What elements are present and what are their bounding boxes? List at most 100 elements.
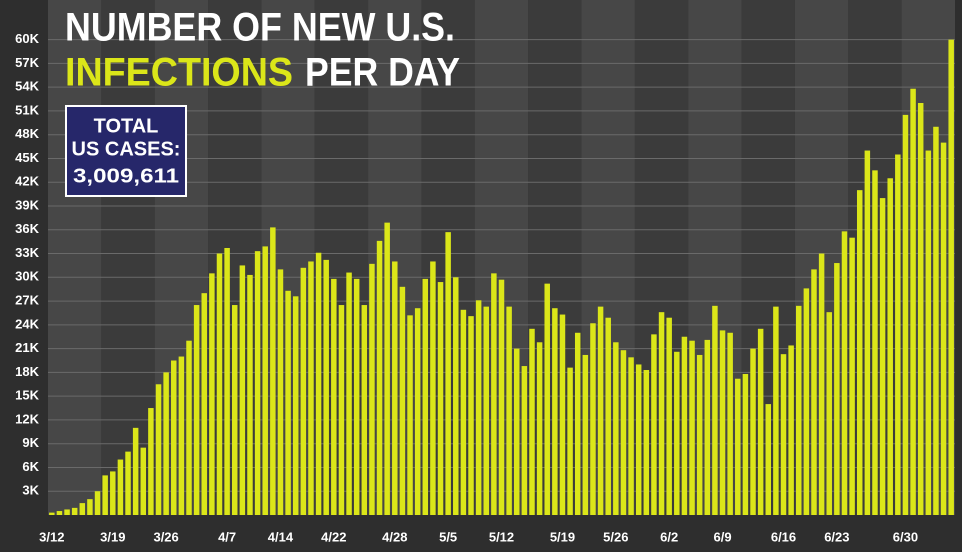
bar	[437, 282, 444, 515]
bar	[87, 499, 93, 515]
bar	[331, 278, 337, 515]
bar	[262, 246, 268, 515]
x-tick-label: 3/26	[153, 529, 178, 544]
bars	[49, 39, 954, 516]
x-tick-label: 6/23	[824, 529, 849, 544]
bar	[864, 150, 871, 516]
y-tick-label: 42K	[15, 174, 39, 189]
y-tick-label: 3K	[22, 483, 39, 498]
y-tick-label: 39K	[15, 197, 39, 212]
bar	[529, 328, 535, 515]
bar	[338, 305, 345, 515]
bar	[247, 274, 253, 515]
bar	[110, 471, 116, 515]
y-tick-label: 33K	[15, 245, 39, 260]
bar	[186, 340, 192, 515]
bar	[544, 283, 550, 515]
bar	[651, 334, 657, 515]
bar	[285, 290, 291, 515]
labels: 3K 6K 9K 12K 15K 18K 21K 24K 27K 30K 33K 36K 39K 42K 4…	[15, 31, 918, 544]
stripe	[48, 0, 102, 515]
bar	[460, 309, 467, 515]
bar	[407, 315, 413, 515]
bar	[521, 366, 528, 515]
bar	[917, 103, 924, 515]
bar	[453, 277, 459, 515]
bar	[773, 306, 779, 515]
bar	[201, 293, 207, 515]
bar	[658, 312, 665, 515]
bar	[231, 305, 238, 515]
bar	[780, 354, 787, 515]
title-line: NUMBER OF NEW U.S.	[65, 6, 455, 50]
bar	[620, 350, 627, 515]
x-tick-label: 5/12	[489, 529, 514, 544]
bar	[171, 360, 177, 515]
y-tick-label: 57K	[15, 55, 39, 70]
bar	[506, 306, 512, 515]
y-tick-label: 60K	[15, 31, 39, 46]
bar	[704, 339, 711, 515]
bar	[735, 378, 741, 515]
x-tick-label: 3/12	[39, 529, 64, 544]
bar	[849, 237, 855, 515]
bar	[574, 332, 581, 515]
y-tick-label: 12K	[15, 411, 39, 426]
y-tick-label: 36K	[15, 221, 39, 236]
bar	[468, 316, 474, 515]
bar	[224, 247, 230, 515]
x-tick-label: 4/14	[268, 529, 294, 544]
x-tick-label: 5/26	[603, 529, 628, 544]
y-tick-label: 9K	[22, 435, 39, 450]
x-tick-label: 5/19	[550, 529, 575, 544]
x-tick-label: 3/19	[100, 529, 125, 544]
bar	[948, 39, 954, 515]
bar	[681, 336, 688, 515]
bar	[582, 354, 589, 515]
bar	[872, 170, 878, 515]
bar	[254, 251, 261, 515]
bar	[643, 370, 650, 515]
y-tick-label: 18K	[15, 364, 39, 379]
bar	[102, 475, 108, 515]
bar	[628, 357, 634, 515]
x-tick-label: 6/9	[713, 529, 731, 544]
bar	[750, 348, 756, 515]
bar	[940, 142, 947, 515]
bar	[811, 269, 817, 515]
bar	[71, 507, 78, 515]
bar	[635, 364, 642, 515]
y-tick-label: 21K	[15, 340, 39, 355]
bar	[933, 126, 939, 516]
bar	[483, 306, 490, 515]
total-box-frame	[65, 105, 187, 197]
x-tick-label: 4/7	[218, 529, 236, 544]
y-tick-label: 6K	[22, 459, 39, 474]
bar	[323, 259, 329, 515]
bar	[148, 408, 154, 515]
title-highlight: INFECTIONS	[65, 51, 293, 95]
title-line: PER DAY	[305, 51, 460, 95]
bar	[567, 367, 573, 515]
bar	[64, 509, 70, 515]
bar	[239, 265, 246, 515]
bar	[696, 354, 703, 515]
bar	[498, 279, 505, 515]
x-tick-label: 4/22	[321, 529, 346, 544]
bar	[788, 345, 794, 515]
bar	[613, 342, 619, 515]
bar	[887, 178, 893, 515]
x-tick-label: 5/5	[439, 529, 457, 544]
bar	[841, 231, 848, 515]
bar	[414, 308, 421, 515]
bar	[292, 296, 299, 515]
bar	[605, 317, 611, 515]
bar	[384, 222, 390, 515]
total-box: TOTAL US CASES: 3,009,611	[65, 105, 187, 197]
bar	[277, 269, 284, 515]
bar	[818, 253, 825, 516]
bar	[796, 305, 802, 515]
bar	[674, 351, 680, 515]
